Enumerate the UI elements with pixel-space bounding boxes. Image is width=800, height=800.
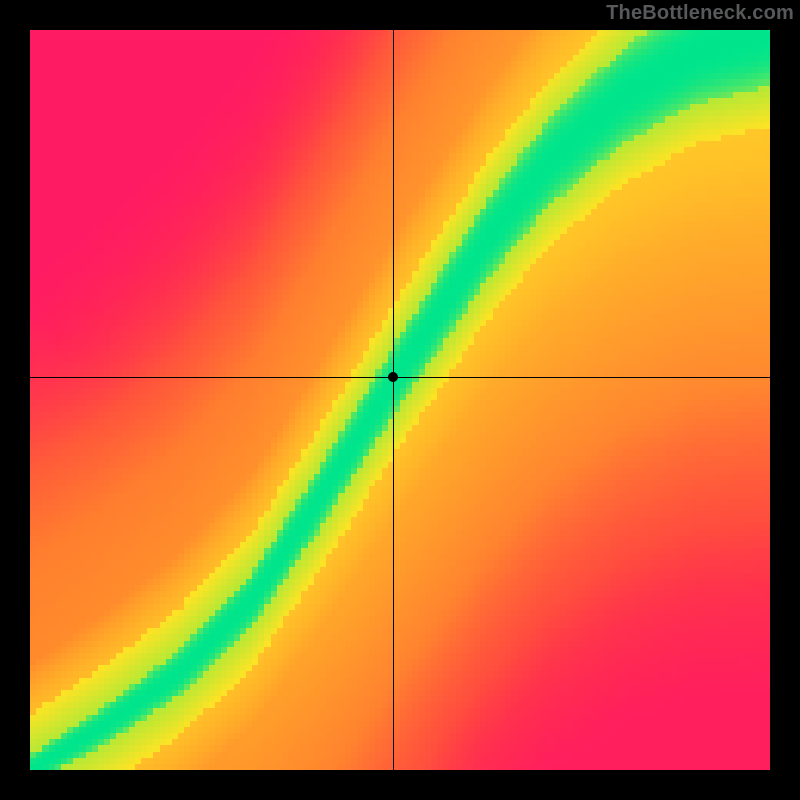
watermark-text: TheBottleneck.com [606,2,794,25]
crosshair-vertical [393,30,394,770]
marker-dot [388,372,398,382]
heatmap-canvas [30,30,770,770]
crosshair-horizontal [30,377,770,378]
chart-container: TheBottleneck.com [0,0,800,800]
